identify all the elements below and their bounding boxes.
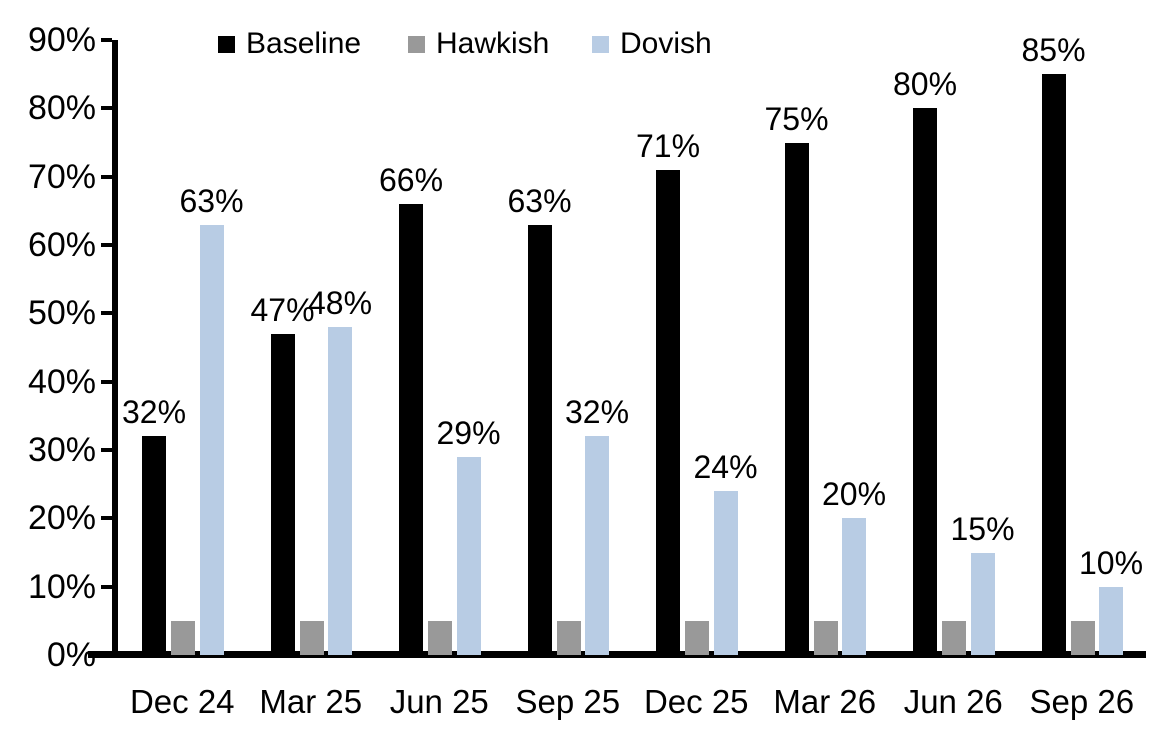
value-label-dovish-mar-25: 48% xyxy=(307,285,373,321)
legend-item-baseline: Baseline xyxy=(218,26,361,62)
bar-hawkish-sep-26 xyxy=(1070,620,1095,655)
bar-baseline-sep-26 xyxy=(1041,74,1066,655)
x-axis-label-dec-24: Dec 24 xyxy=(129,683,235,720)
value-label-baseline-mar-26: 75% xyxy=(764,100,829,137)
bar-dovish-mar-26 xyxy=(842,518,866,655)
y-axis-tick-60 xyxy=(101,243,112,247)
value-label-baseline-sep-25: 63% xyxy=(507,182,572,219)
bar-hawkish-jun-26 xyxy=(942,620,966,655)
x-axis-label-jun-25: Jun 25 xyxy=(389,683,489,720)
bar-baseline-dec-24 xyxy=(142,436,166,655)
bar-baseline-jun-25 xyxy=(399,204,423,655)
bar-dovish-sep-26 xyxy=(1099,586,1123,655)
value-label-dovish-mar-26: 20% xyxy=(821,476,887,513)
value-label-dovish-dec-25: 24% xyxy=(693,449,758,485)
value-label-baseline-mar-25: 47% xyxy=(250,291,315,328)
value-label-baseline-dec-25: 71% xyxy=(635,127,701,164)
y-axis-label-10: 10% xyxy=(27,567,96,606)
bar-dovish-dec-25 xyxy=(713,491,738,655)
y-axis-label-50: 50% xyxy=(27,294,96,333)
y-axis-label-40: 40% xyxy=(27,362,96,401)
bar-baseline-jun-26 xyxy=(913,108,937,655)
value-label-baseline-sep-26: 85% xyxy=(1021,32,1086,69)
y-axis-label-20: 20% xyxy=(27,499,96,538)
bar-dovish-sep-25 xyxy=(585,436,609,655)
y-axis-tick-10 xyxy=(101,584,112,589)
value-label-dovish-jun-25: 29% xyxy=(436,414,501,451)
bar-hawkish-dec-25 xyxy=(685,620,709,655)
y-axis-tick-90 xyxy=(101,38,112,42)
x-axis-label-sep-26: Sep 26 xyxy=(1029,683,1135,720)
y-axis-label-0: 0% xyxy=(46,636,96,674)
legend-swatch-dovish xyxy=(592,35,609,53)
x-axis-label-mar-25: Mar 25 xyxy=(259,683,363,720)
bar-dovish-dec-24 xyxy=(199,224,224,655)
value-label-baseline-jun-26: 80% xyxy=(892,66,958,103)
value-label-dovish-jun-26: 15% xyxy=(950,510,1015,547)
y-axis-label-30: 30% xyxy=(27,431,96,469)
value-label-baseline-dec-24: 32% xyxy=(121,394,187,431)
legend-label-dovish: Dovish xyxy=(620,27,712,60)
bar-dovish-mar-25 xyxy=(328,327,352,655)
x-axis-label-dec-25: Dec 25 xyxy=(643,683,749,720)
bar-dovish-jun-25 xyxy=(456,456,481,655)
legend-swatch-baseline xyxy=(218,35,235,53)
x-axis-label-mar-26: Mar 26 xyxy=(773,683,877,720)
bar-baseline-sep-25 xyxy=(527,224,552,655)
bar-hawkish-mar-25 xyxy=(299,620,324,655)
x-axis-line xyxy=(88,651,1146,658)
bar-hawkish-mar-26 xyxy=(813,620,838,655)
bar-baseline-dec-25 xyxy=(656,169,680,655)
y-axis-tick-30 xyxy=(101,448,112,452)
bar-baseline-mar-26 xyxy=(784,142,809,655)
x-axis-label-sep-25: Sep 25 xyxy=(515,683,621,720)
value-label-baseline-jun-25: 66% xyxy=(378,162,444,198)
bar-hawkish-sep-25 xyxy=(556,620,581,655)
legend-item-hawkish: Hawkish xyxy=(408,26,549,62)
legend-label-baseline: Baseline xyxy=(246,27,362,60)
value-label-dovish-sep-25: 32% xyxy=(564,394,630,431)
value-label-dovish-dec-24: 63% xyxy=(179,182,244,219)
x-axis-label-jun-26: Jun 26 xyxy=(903,683,1003,720)
y-axis-label-70: 70% xyxy=(27,157,96,196)
y-axis-label-90: 90% xyxy=(27,21,96,59)
y-axis-tick-40 xyxy=(101,379,112,384)
y-axis-tick-70 xyxy=(101,174,112,179)
legend-item-dovish: Dovish xyxy=(592,26,712,62)
y-axis-tick-20 xyxy=(101,516,112,521)
y-axis-tick-50 xyxy=(101,311,112,316)
y-axis-label-60: 60% xyxy=(27,226,96,264)
bar-hawkish-jun-25 xyxy=(428,620,452,655)
y-axis-tick-80 xyxy=(101,106,112,111)
value-label-dovish-sep-26: 10% xyxy=(1078,544,1144,581)
legend-swatch-hawkish xyxy=(408,35,425,53)
bar-dovish-jun-26 xyxy=(970,552,995,655)
legend-label-hawkish: Hawkish xyxy=(436,27,550,60)
bar-hawkish-dec-24 xyxy=(171,620,195,655)
y-axis-line xyxy=(112,40,118,658)
bar-baseline-mar-25 xyxy=(270,333,295,655)
y-axis-label-80: 80% xyxy=(27,89,96,128)
